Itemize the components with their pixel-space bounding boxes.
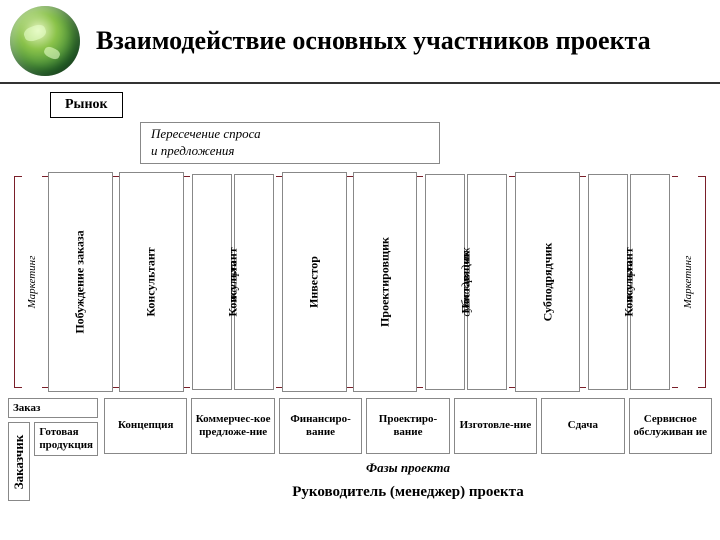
phase-area: Заказ Заказчик Готовая продукция Концепц… [8, 398, 712, 501]
title-bar: Взаимодействие основных участников проек… [0, 0, 720, 84]
lane-expert-1: эксперт [234, 174, 274, 390]
side-marketing-left: Маркетинг [22, 172, 42, 392]
lane-label: Консультант [144, 247, 159, 316]
finished-product-box: Готовая продукция [34, 422, 98, 455]
lane-consultant-expert-2: Консультант эксперт [586, 172, 672, 392]
phase-design: Проектиро-вание [366, 398, 449, 454]
page-title: Взаимодействие основных участников проек… [96, 27, 651, 56]
market-box: Рынок [50, 92, 123, 118]
customer-label: Заказчик [11, 434, 27, 488]
lane-label: субподрядчик [459, 247, 474, 316]
market-row: Рынок [50, 92, 720, 118]
phase-service: Сервисное обслуживан ие [629, 398, 712, 454]
lane-consultant-1: Консультант [119, 172, 184, 392]
phase-manufacture: Изготовле-ние [454, 398, 537, 454]
intersection-line1: Пересечение спроса [151, 126, 429, 143]
lane-consultant-expert-1: Консультант эксперт [190, 172, 276, 392]
lane-supplier-sub: Поставщик субподрядчик [423, 172, 509, 392]
manager-label: Руководитель (менеджер) проекта [104, 484, 712, 501]
intersection-line2: и предложения [151, 143, 429, 160]
lane-label: эксперт [225, 261, 240, 303]
phases-column: Концепция Коммерчес-кое предложе-ние Фин… [104, 398, 712, 501]
customer-vertical: Заказчик [8, 422, 30, 500]
intersection-box: Пересечение спроса и предложения [140, 122, 440, 164]
lane-label: Инвестор [307, 256, 322, 308]
phase-financing: Финансиро-вание [279, 398, 362, 454]
logo-sphere [10, 6, 80, 76]
lanes-panel: Маркетинг Побуждение заказа Консультант … [6, 172, 714, 392]
lanes: Маркетинг Побуждение заказа Консультант … [22, 172, 698, 392]
order-box: Заказ [8, 398, 98, 419]
lane-pobuzhenie: Побуждение заказа [48, 172, 113, 392]
lane-investor: Инвестор [282, 172, 347, 392]
phase-concept: Концепция [104, 398, 187, 454]
lane-expert-2: эксперт [630, 174, 670, 390]
lane-label: Побуждение заказа [73, 230, 88, 333]
phase-delivery: Сдача [541, 398, 624, 454]
lane-label: Субподрядчик [540, 242, 555, 321]
side-marketing-right: Маркетинг [678, 172, 698, 392]
side-right-label: Маркетинг [682, 255, 694, 308]
lane-subcontractor: Субподрядчик [515, 172, 580, 392]
lane-subcontractor-lc: субподрядчик [467, 174, 507, 390]
side-left-label: Маркетинг [26, 255, 38, 308]
lane-label: Проектировщик [378, 237, 393, 327]
phase-commercial: Коммерчес-кое предложе-ние [191, 398, 274, 454]
lane-designer: Проектировщик [353, 172, 418, 392]
customer-column: Заказ Заказчик Готовая продукция [8, 398, 98, 501]
phases-caption: Фазы проекта [104, 460, 712, 476]
phase-row: Концепция Коммерчес-кое предложе-ние Фин… [104, 398, 712, 454]
lane-label: эксперт [622, 261, 637, 303]
